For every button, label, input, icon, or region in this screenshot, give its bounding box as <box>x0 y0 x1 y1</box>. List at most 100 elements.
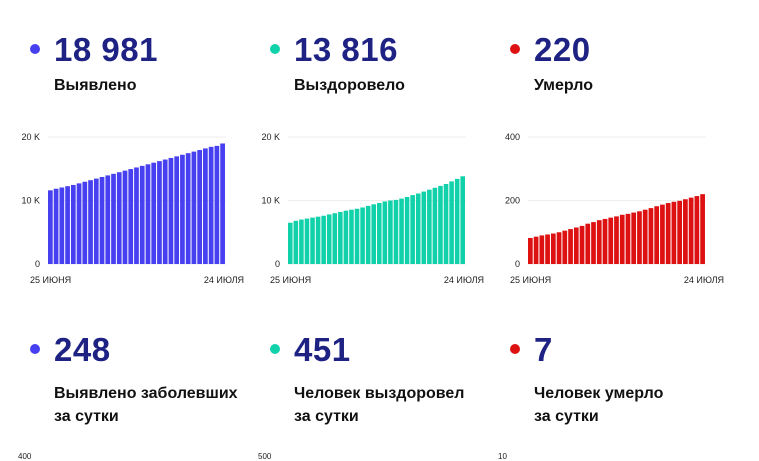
bar <box>360 207 365 264</box>
bar <box>88 180 93 264</box>
bar <box>602 218 608 264</box>
bar <box>573 227 579 264</box>
bar <box>700 194 705 264</box>
bar <box>208 146 214 264</box>
x-start-label: 25 ИЮНЯ <box>30 275 71 285</box>
bar <box>53 188 59 264</box>
bar <box>545 234 550 264</box>
chart-detected-svg: 0 10 K 20 K 25 ИЮНЯ 24 ИЮЛЯ <box>21 132 244 285</box>
bar <box>288 222 293 264</box>
y-tick-label: 20 K <box>261 132 280 142</box>
total-detected-label: Выявлено <box>54 77 137 94</box>
total-recovered-value: 13 816 <box>294 31 398 68</box>
bar <box>321 215 326 264</box>
bar <box>660 204 665 264</box>
bar <box>550 233 556 264</box>
bar <box>625 213 631 264</box>
x-end-label: 24 ИЮЛЯ <box>204 275 244 285</box>
daily-detected-value: 248 <box>54 331 111 368</box>
daily-recovered-label-line1: Человек выздоровел <box>294 385 465 402</box>
bar <box>415 193 421 264</box>
detected-dot <box>30 44 40 54</box>
bar <box>162 159 168 264</box>
x-end-label: 24 ИЮЛЯ <box>444 275 484 285</box>
bar <box>48 190 53 264</box>
daily-recovered-axis-top: 500 <box>258 452 272 461</box>
bar <box>637 211 642 264</box>
bar <box>614 216 619 264</box>
bar <box>619 214 625 264</box>
bar <box>338 211 343 264</box>
bar <box>596 220 602 264</box>
bar <box>214 145 220 264</box>
bar <box>174 156 180 264</box>
bar <box>648 208 654 264</box>
total-recovered-label: Выздоровело <box>294 77 405 94</box>
bar <box>59 187 65 264</box>
daily-detected-label-line1: Выявлено заболевших <box>54 385 238 402</box>
total-detected-value: 18 981 <box>54 31 158 68</box>
bar <box>105 175 111 264</box>
bar <box>139 165 145 264</box>
bar <box>93 178 99 264</box>
bar <box>157 161 162 264</box>
bar <box>683 199 688 264</box>
bar <box>365 205 371 264</box>
bar <box>220 143 225 264</box>
bar <box>410 195 415 264</box>
bar <box>399 198 404 264</box>
daily-deaths-label-line1: Человек умерло <box>534 385 664 402</box>
bar <box>310 217 315 264</box>
bar <box>449 181 454 264</box>
chart-recovered: 0 10 K 20 K 25 ИЮНЯ 24 ИЮЛЯ <box>254 128 484 290</box>
bar <box>191 151 197 264</box>
chart-detected: 0 10 K 20 K 25 ИЮНЯ 24 ИЮЛЯ <box>14 128 244 290</box>
bar <box>694 196 700 264</box>
chart-deaths-svg: 0 200 400 25 ИЮНЯ 24 ИЮЛЯ <box>505 132 724 285</box>
deaths-dot <box>510 44 520 54</box>
bar <box>145 164 151 264</box>
bar <box>122 170 128 264</box>
bar <box>111 173 116 264</box>
bar <box>677 200 682 264</box>
bar <box>671 201 677 264</box>
bar <box>404 197 410 264</box>
y-tick-label: 200 <box>505 196 520 206</box>
bar <box>579 225 585 264</box>
bar <box>432 187 438 264</box>
bar <box>688 197 694 264</box>
bar <box>326 214 332 264</box>
daily-detected-axis-top: 400 <box>18 452 32 461</box>
bar <box>556 232 562 264</box>
bar <box>631 212 637 264</box>
y-tick-label: 400 <box>505 132 520 142</box>
daily-deaths-label-line2: за сутки <box>534 408 599 425</box>
recovered-dot <box>270 44 280 54</box>
y-tick-label: 0 <box>35 259 40 269</box>
daily-deaths-axis-top: 10 <box>498 452 507 461</box>
bar <box>438 185 443 264</box>
y-tick-label: 10 K <box>261 196 280 206</box>
bar <box>388 200 393 264</box>
bar <box>421 191 427 264</box>
bar <box>665 203 671 264</box>
x-start-label: 25 ИЮНЯ <box>270 275 311 285</box>
bar <box>585 223 591 264</box>
chart-recovered-svg: 0 10 K 20 K 25 ИЮНЯ 24 ИЮЛЯ <box>261 132 484 285</box>
bar <box>460 176 465 264</box>
bar <box>116 172 122 264</box>
bar <box>151 162 157 264</box>
y-tick-label: 0 <box>275 259 280 269</box>
bar <box>299 219 304 264</box>
total-deaths-label: Умерло <box>534 77 593 94</box>
daily-recovered-value: 451 <box>294 331 351 368</box>
bar <box>642 209 648 264</box>
bar <box>454 178 460 264</box>
bar <box>568 229 573 264</box>
total-deaths-value: 220 <box>534 31 591 68</box>
bar <box>197 150 202 264</box>
bar <box>185 153 191 264</box>
bar <box>76 183 82 264</box>
bar <box>393 199 399 264</box>
bar <box>382 201 388 264</box>
